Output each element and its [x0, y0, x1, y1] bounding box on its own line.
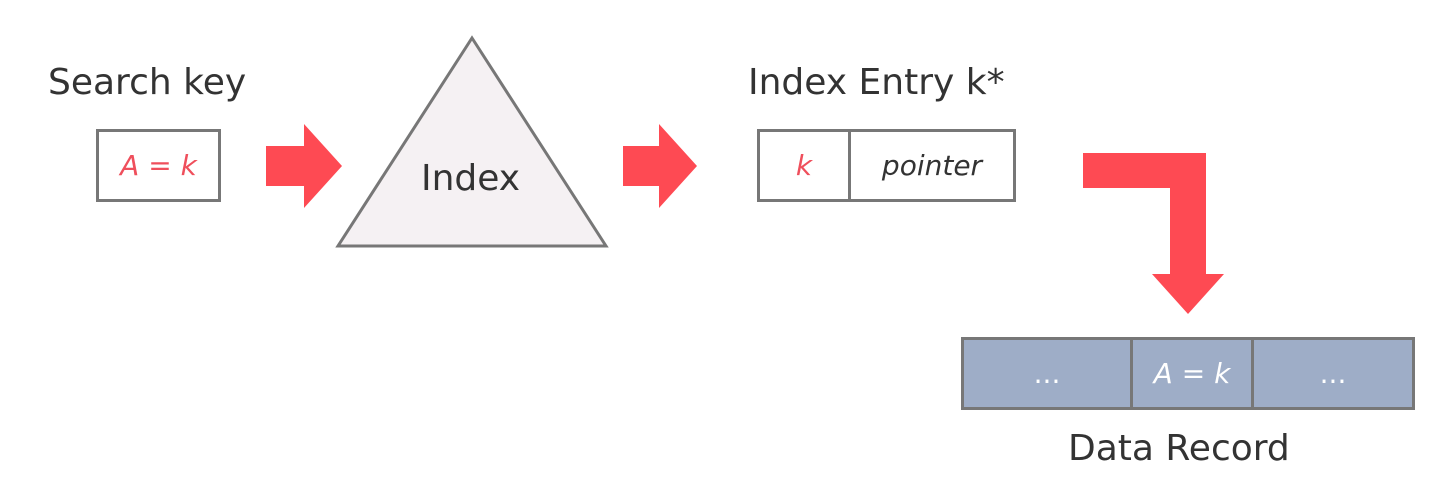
data-record-cell-match: A = k	[1130, 340, 1254, 407]
search-key-label: Search key	[48, 62, 247, 103]
index-entry-box: k pointer	[757, 129, 1016, 202]
index-entry-key-cell: k	[760, 132, 851, 199]
index-entry-label: Index Entry k*	[748, 62, 1005, 103]
arrow-to-data-record	[1083, 153, 1224, 314]
data-record-label: Data Record	[1068, 428, 1290, 469]
data-record-box: ... A = k ...	[961, 337, 1415, 410]
search-key-box: A = k	[96, 129, 221, 202]
index-entry-key: k	[795, 149, 813, 182]
data-record-cell-left: ...	[1033, 357, 1061, 390]
arrow-to-index	[266, 124, 342, 208]
index-triangle	[335, 35, 609, 248]
index-label: Index	[421, 158, 521, 199]
arrow-to-index-entry	[623, 124, 697, 208]
index-entry-pointer: pointer	[881, 149, 983, 182]
index-entry-pointer-cell: pointer	[851, 132, 1013, 199]
data-record-cell-right: ...	[1319, 357, 1347, 390]
search-key-value: A = k	[120, 149, 197, 182]
